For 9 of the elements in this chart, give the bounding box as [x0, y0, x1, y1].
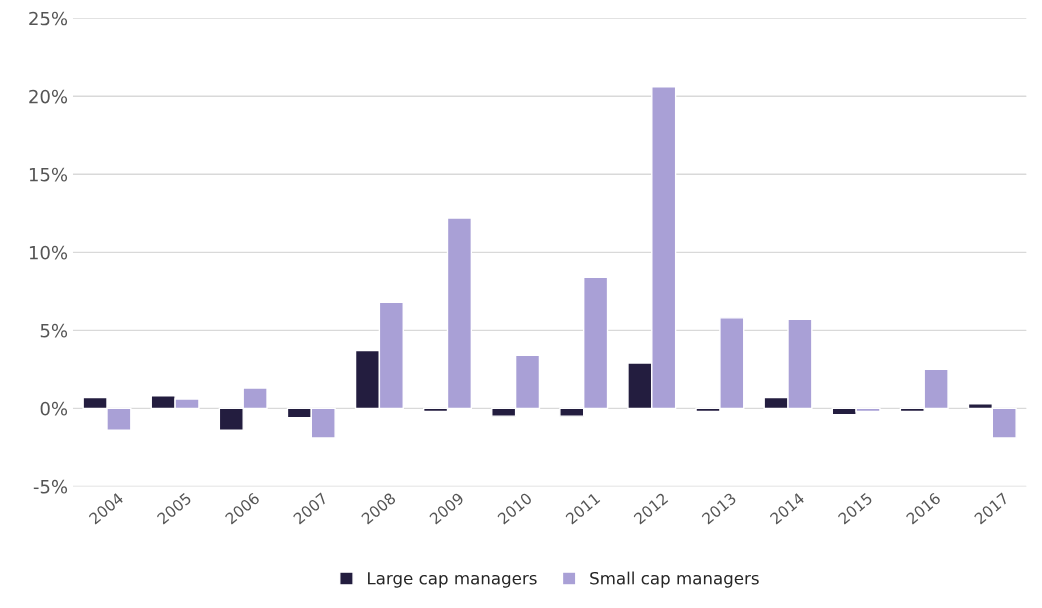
y-tick-label: 5% [40, 323, 68, 338]
y-tick-label: 15% [29, 167, 68, 182]
y-tick-label: 20% [29, 89, 68, 104]
legend-label: Large cap managers [368, 572, 537, 588]
y-tick-label: 25% [29, 11, 68, 26]
y-tick-label: 0% [40, 401, 68, 416]
y-tick-label: 10% [29, 245, 68, 260]
y-tick-label: -5% [33, 479, 68, 494]
legend-label: Small cap managers [590, 571, 759, 588]
